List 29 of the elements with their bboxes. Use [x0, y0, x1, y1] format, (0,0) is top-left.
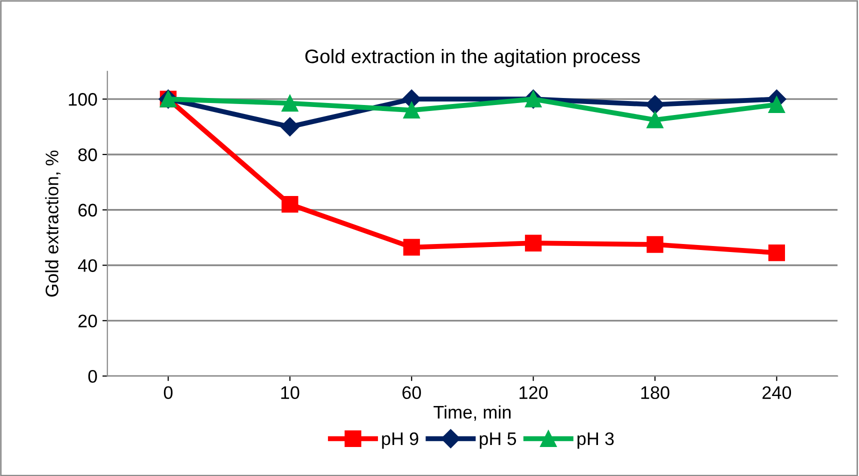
x-tick-label: 0 [164, 386, 173, 400]
y-tick-label: 40 [78, 259, 97, 272]
legend-label: pH 9 [382, 432, 418, 449]
point [524, 234, 542, 252]
point [646, 112, 664, 128]
legend-label: pH 5 [480, 432, 516, 449]
legend-label: pH 3 [578, 432, 614, 449]
x-tick-label: 180 [641, 386, 670, 400]
point [403, 238, 420, 256]
point [282, 196, 298, 213]
x-axis-title: Time, min [434, 405, 511, 421]
x-tick-label: 60 [402, 386, 421, 400]
y-tick-label: 20 [78, 314, 97, 328]
point [403, 102, 420, 119]
y-tick-label: 60 [78, 204, 97, 217]
x-tick-label: 120 [520, 386, 548, 400]
chart-title: Gold extraction in the agitation process [305, 48, 640, 68]
y-tick-label: 0 [88, 370, 97, 383]
point [645, 95, 665, 114]
point [768, 96, 786, 113]
point [282, 94, 298, 112]
y-tick-label: 100 [68, 93, 97, 106]
point [768, 244, 786, 262]
x-tick-label: 10 [281, 386, 300, 400]
point [646, 236, 664, 253]
point [280, 117, 300, 136]
y-tick-label: 80 [78, 148, 97, 162]
x-tick-label: 240 [762, 386, 792, 400]
y-axis-title: Gold extraction, % [45, 150, 61, 297]
